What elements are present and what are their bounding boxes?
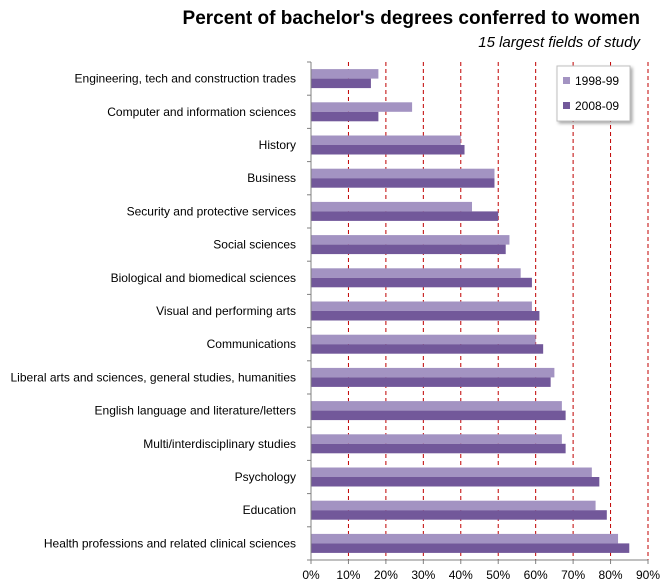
bar-2008-09 <box>311 145 465 155</box>
bar-1998-99 <box>311 467 592 477</box>
bar-1998-99 <box>311 69 379 79</box>
bar-1998-99 <box>311 268 521 278</box>
bar-2008-09 <box>311 277 532 288</box>
bar-2008-09 <box>311 311 540 321</box>
bar-2008-09 <box>311 344 544 354</box>
bar-2008-09 <box>311 410 566 421</box>
x-tick-label: 80% <box>599 568 623 582</box>
category-label: Computer and information sciences <box>107 105 296 119</box>
bar-1998-99 <box>311 367 555 378</box>
bar-1998-99 <box>311 334 536 345</box>
category-label: Social sciences <box>213 238 296 252</box>
chart-subtitle: 15 largest fields of study <box>478 34 641 51</box>
bar-1998-99 <box>311 135 461 145</box>
category-label: History <box>259 138 296 152</box>
bar-1998-99 <box>311 201 473 212</box>
chart-title: Percent of bachelor's degrees conferred … <box>183 8 640 29</box>
x-tick-label: 60% <box>524 568 548 582</box>
category-label: Multi/interdisciplinary studies <box>143 437 296 451</box>
category-label: Biological and biomedical sciences <box>111 271 296 285</box>
category-label: Health professions and related clinical … <box>44 536 296 550</box>
category-label: Education <box>243 503 296 517</box>
bar-1998-99 <box>311 301 532 311</box>
bar-2008-09 <box>311 111 379 122</box>
bar-1998-99 <box>311 500 596 511</box>
category-label: Engineering, tech and construction trade… <box>75 72 296 86</box>
bars <box>311 69 630 553</box>
bar-1998-99 <box>311 102 413 112</box>
bar-2008-09 <box>311 211 499 221</box>
category-label: Communications <box>207 337 296 351</box>
category-label: English language and literature/letters <box>95 404 296 418</box>
bar-1998-99 <box>311 401 562 411</box>
x-tick-label: 70% <box>561 568 585 582</box>
legend-label-2008-09: 2008-09 <box>575 99 619 113</box>
x-tick-label: 10% <box>336 568 360 582</box>
legend-label-1998-99: 1998-99 <box>575 74 619 88</box>
bar-2008-09 <box>311 178 495 188</box>
category-label: Business <box>247 171 296 185</box>
legend-swatch-2008-09 <box>563 102 570 109</box>
category-label: Visual and performing arts <box>156 304 296 318</box>
bar-1998-99 <box>311 533 619 544</box>
x-tick-label: 30% <box>411 568 435 582</box>
bar-2008-09 <box>311 443 566 454</box>
axes <box>307 61 649 564</box>
bar-2008-09 <box>311 510 607 520</box>
tick-labels: 0% 10% 20% 30% 40% 50% 60% 70% 80% 90% <box>302 568 660 582</box>
bar-1998-99 <box>311 168 495 179</box>
bar-2008-09 <box>311 543 630 553</box>
category-labels: Engineering, tech and construction trade… <box>11 72 297 551</box>
x-tick-label: 20% <box>374 568 398 582</box>
legend: 1998-99 2008-09 <box>556 65 631 122</box>
x-tick-label: 40% <box>449 568 473 582</box>
legend-swatch-1998-99 <box>563 77 570 84</box>
category-label: Security and protective services <box>127 204 296 218</box>
x-tick-label: 90% <box>636 568 660 582</box>
bar-2008-09 <box>311 477 600 487</box>
bar-2008-09 <box>311 244 506 255</box>
bar-2008-09 <box>311 377 551 387</box>
category-label: Psychology <box>235 470 296 484</box>
category-label: Liberal arts and sciences, general studi… <box>11 370 297 384</box>
bar-2008-09 <box>311 78 371 89</box>
legend-box <box>556 65 631 122</box>
bar-1998-99 <box>311 434 562 444</box>
x-tick-label: 0% <box>302 568 320 582</box>
x-tick-label: 50% <box>486 568 510 582</box>
bar-1998-99 <box>311 235 510 245</box>
